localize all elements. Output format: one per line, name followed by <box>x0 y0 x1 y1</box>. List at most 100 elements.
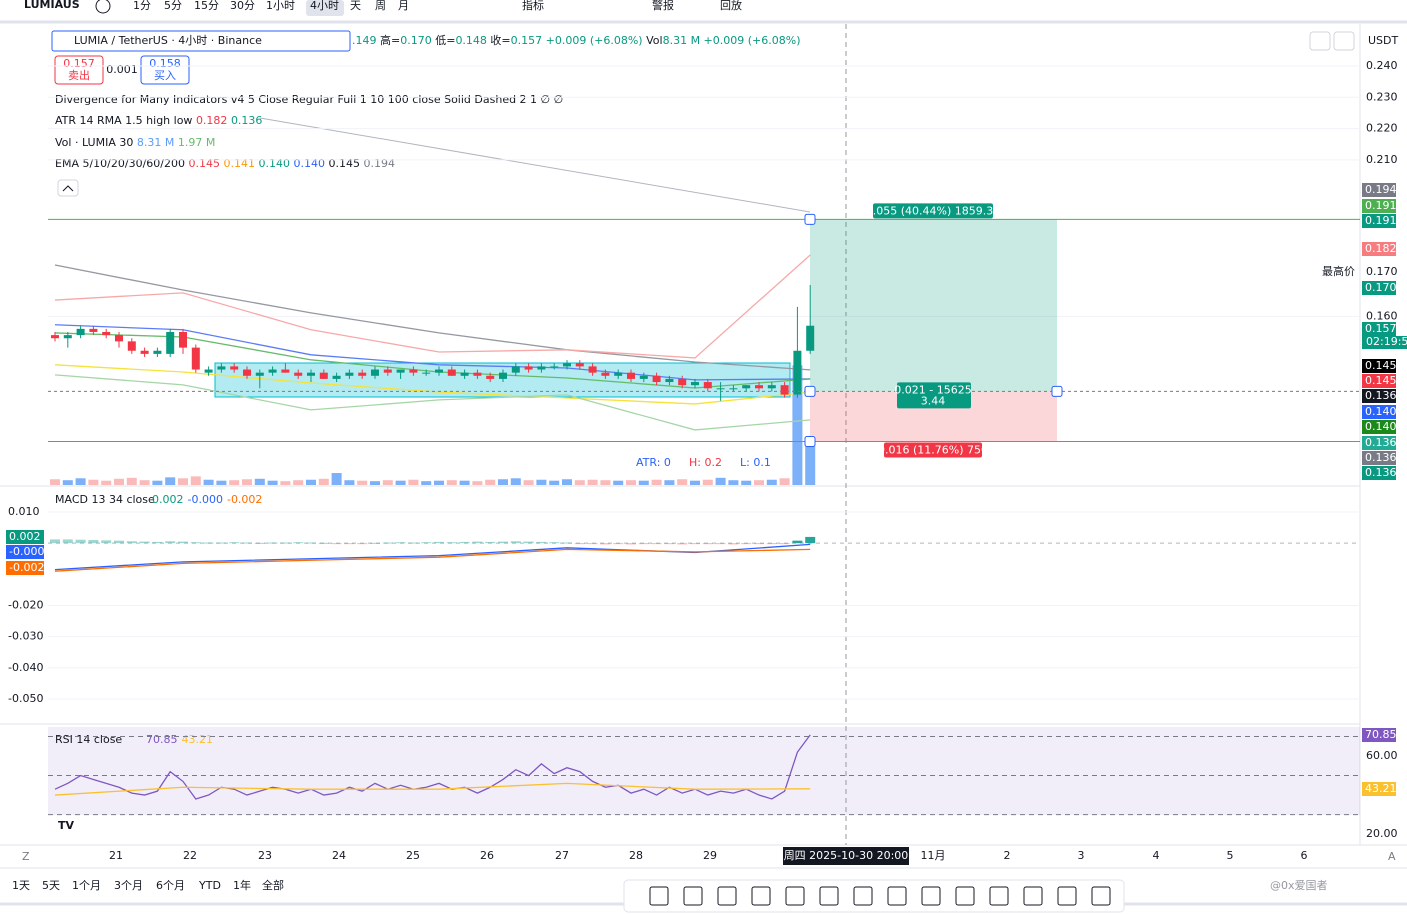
currency-button[interactable]: USDT <box>1368 34 1399 47</box>
price-tag-bg <box>1362 374 1396 388</box>
range-button[interactable]: 1年 <box>233 878 251 892</box>
position-handle[interactable] <box>804 213 816 225</box>
position-handle[interactable] <box>804 385 816 397</box>
collapse-button[interactable] <box>57 179 79 197</box>
spread: 0.001 <box>106 63 138 76</box>
add-symbol[interactable] <box>95 0 111 14</box>
interval-button[interactable]: 周 <box>375 0 386 12</box>
volume-bar <box>382 480 393 485</box>
macd-hist <box>600 543 611 545</box>
interval-button[interactable]: 1分 <box>133 0 151 12</box>
candle-body <box>115 335 123 342</box>
candle-body <box>447 369 456 376</box>
drawing-tool[interactable] <box>955 886 975 906</box>
price-tag-bg <box>1362 405 1396 419</box>
segment: +0.009 (+6.08%) <box>700 34 800 47</box>
position-handle[interactable] <box>804 436 816 448</box>
atr-label: ATR: 0 <box>636 456 671 469</box>
interval-button[interactable]: 15分 <box>194 0 219 12</box>
scroll-button[interactable] <box>1309 31 1331 51</box>
range-button[interactable]: 5天 <box>42 879 60 892</box>
volume-bar <box>280 481 291 485</box>
drawing-tool[interactable] <box>683 886 703 906</box>
macd-hist <box>126 541 137 544</box>
interval-button[interactable]: 1小时 <box>266 0 295 12</box>
candle-body <box>639 375 648 379</box>
drawing-tool[interactable] <box>853 886 873 906</box>
drawing-tool[interactable] <box>649 886 669 906</box>
reset-button[interactable] <box>1333 31 1355 51</box>
candle-body <box>102 331 111 336</box>
price-tag: 0.170 <box>1365 281 1397 294</box>
candle-body <box>204 369 213 373</box>
candle-body <box>780 385 789 395</box>
range-button[interactable]: 3个月 <box>114 879 143 892</box>
volume-bar <box>613 480 624 485</box>
volume-bar <box>421 481 432 485</box>
macd-hist <box>331 543 342 545</box>
macd-hist <box>318 542 329 544</box>
interval-button[interactable]: 30分 <box>230 0 255 12</box>
y-tick-label: -0.050 <box>8 692 43 705</box>
range-button[interactable]: 1个月 <box>72 879 101 892</box>
macd-hist <box>472 541 483 544</box>
scale-button[interactable]: Z <box>22 850 30 863</box>
drawing-tool[interactable] <box>819 886 839 906</box>
drawing-tool[interactable] <box>1091 886 1111 906</box>
alerts-button[interactable]: 警报 <box>652 0 674 12</box>
interval-button[interactable]: 4小时 <box>310 0 339 12</box>
volume-bar <box>715 477 726 485</box>
interval-button[interactable]: 天 <box>350 0 361 12</box>
segment: 收= <box>487 33 511 47</box>
drawing-tool[interactable] <box>751 886 771 906</box>
drawing-tool[interactable] <box>989 886 1009 906</box>
price-tag: 0.145 <box>1365 374 1397 387</box>
macd-hist <box>370 542 380 544</box>
candle-body <box>422 372 431 374</box>
candle-body <box>793 350 802 395</box>
macd-hist <box>293 542 304 544</box>
drawing-tool[interactable] <box>717 886 737 906</box>
price-tag: 0.191 <box>1365 214 1397 227</box>
volume-bar <box>651 479 662 485</box>
collapse-icon <box>62 185 74 192</box>
price-tag: 0.136 <box>1365 466 1397 479</box>
scale-button[interactable]: A <box>1388 850 1396 863</box>
candle-body <box>153 350 162 354</box>
price-tag: 0.157 <box>1365 322 1397 335</box>
replay-button[interactable]: 回放 <box>720 0 742 12</box>
segment: 0.145 <box>188 157 223 170</box>
range-button[interactable]: 6个月 <box>156 879 185 892</box>
price-tag: 0.182 <box>1365 242 1397 255</box>
macd-hist <box>242 542 252 544</box>
interval-button[interactable]: 5分 <box>164 0 182 12</box>
candle-body <box>729 388 738 390</box>
volume-bar <box>664 480 675 485</box>
range-button[interactable]: YTD <box>198 879 221 892</box>
interval-button[interactable]: 月 <box>398 0 409 12</box>
ohlc-values: .149 高=0.170 低=0.148 收=0.157 +0.009 (+6.… <box>352 33 801 47</box>
sell-button[interactable] <box>54 55 104 85</box>
price-tag: 0.136 <box>1365 389 1397 402</box>
macd-hist <box>75 539 86 544</box>
volume-bar <box>88 479 99 485</box>
drawing-tool[interactable] <box>921 886 941 906</box>
drawing-tool[interactable] <box>1057 886 1077 906</box>
drawing-tool[interactable] <box>1023 886 1043 906</box>
symbol-search[interactable]: LUMIAUS <box>24 0 80 11</box>
segment: 70.85 <box>146 733 178 746</box>
indicator-legend: EMA 5/10/20/30/60/200 0.145 0.141 0.140 … <box>55 157 395 170</box>
range-button[interactable]: 全部 <box>262 878 284 892</box>
buy-button[interactable] <box>140 55 190 85</box>
macd-hist <box>562 542 572 544</box>
volume-bar <box>101 480 112 485</box>
candle-body <box>281 369 290 373</box>
drawing-tool[interactable] <box>887 886 907 906</box>
range-button[interactable]: 1天 <box>12 879 30 892</box>
position-handle[interactable] <box>1051 385 1063 397</box>
macd-hist <box>395 542 406 544</box>
drawing-tool[interactable] <box>785 886 805 906</box>
signal-line <box>54 548 811 572</box>
indicators-button[interactable]: 指标 <box>522 0 544 12</box>
volume-bar <box>626 480 636 485</box>
